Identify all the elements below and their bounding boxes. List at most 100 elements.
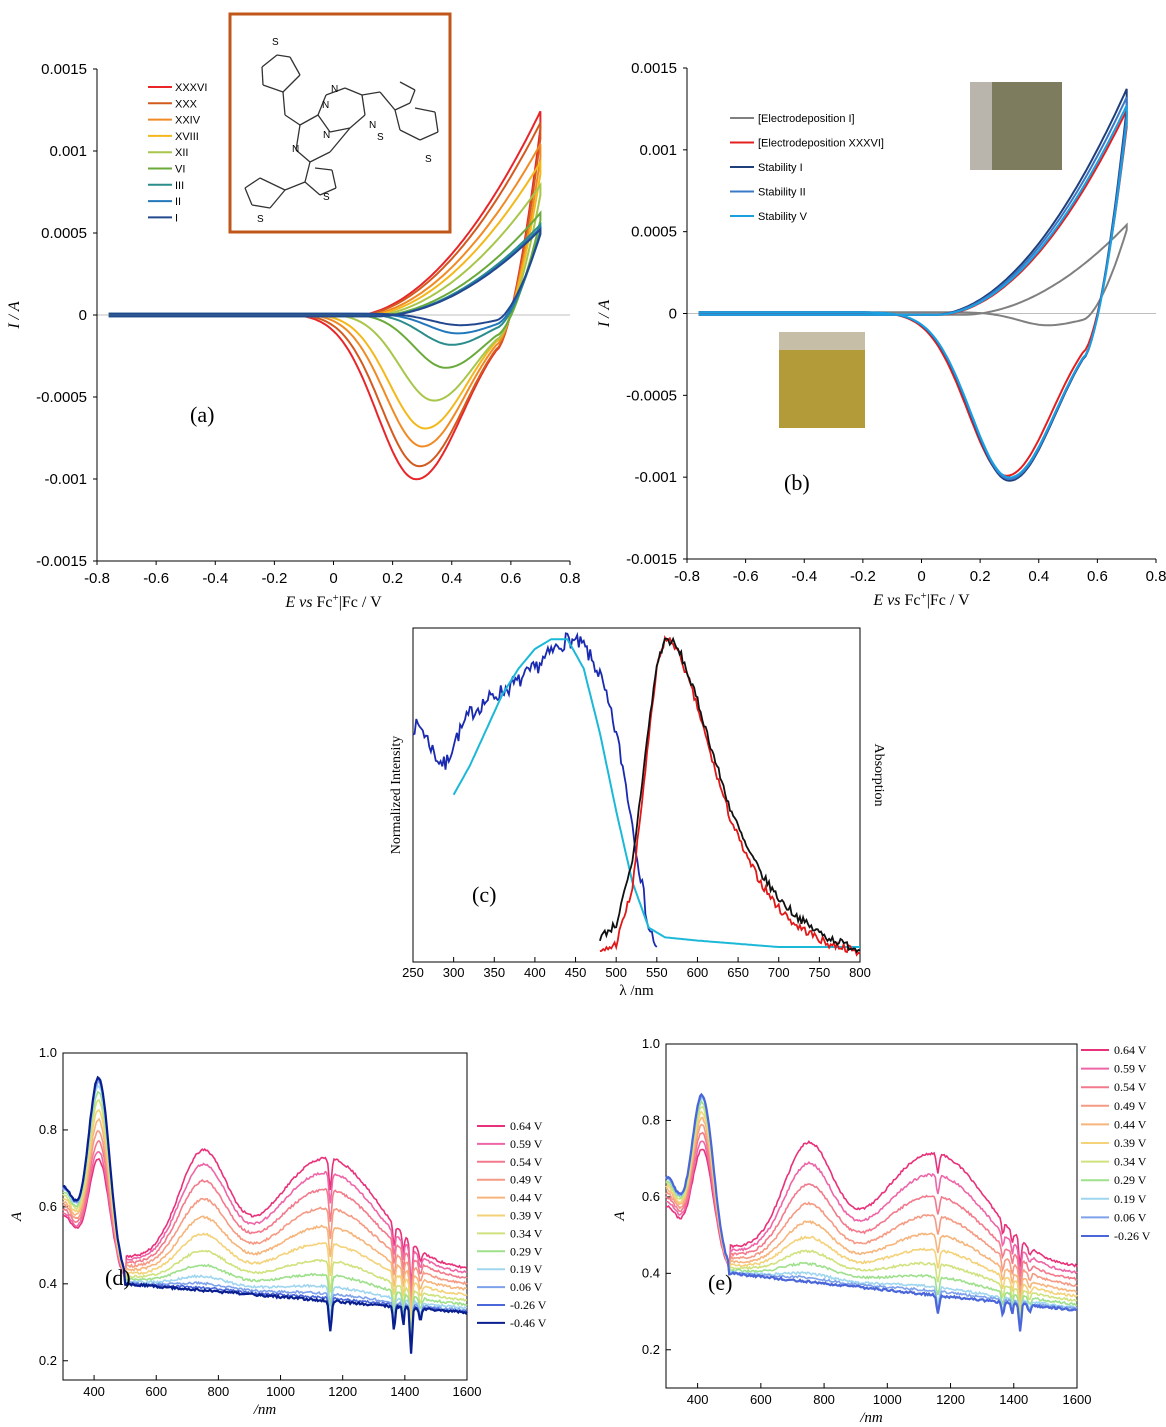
bond [309, 151, 331, 163]
y-tick-label: -0.0015 [626, 551, 677, 568]
x-tick-label: 400 [83, 1384, 105, 1399]
y-tick-label: 0.001 [639, 142, 677, 159]
bond [244, 177, 261, 189]
bond [344, 87, 363, 96]
cv-panel-b: 0.00150.0010.00050-0.0005-0.001-0.0015-0… [596, 60, 1166, 609]
bond [399, 81, 416, 91]
y-tick-label: 0.6 [642, 1189, 660, 1204]
y-tick-label: -0.001 [634, 469, 677, 486]
legend-label: 0.54 V [510, 1155, 543, 1169]
absorbance-line [665, 1140, 1078, 1277]
bond [409, 89, 416, 104]
legend-label: -0.46 V [510, 1316, 547, 1330]
legend-label: Stability II [758, 187, 806, 199]
x-tick-label: 0.8 [560, 570, 581, 587]
bond [284, 181, 306, 191]
x-tick-label: 800 [849, 965, 871, 980]
spectrum-line [599, 636, 861, 954]
x-tick-label: 1400 [390, 1384, 419, 1399]
x-tick-label: 1200 [936, 1392, 965, 1407]
bond [289, 56, 301, 76]
x-tick-label: 1000 [266, 1384, 295, 1399]
x-tick-label: 550 [646, 965, 668, 980]
bond [349, 114, 366, 129]
bond [304, 181, 321, 196]
x-axis-label: /nm [253, 1402, 277, 1418]
legend-label: VI [175, 164, 185, 176]
legend-label: XII [175, 147, 188, 159]
y-tick-label: -0.001 [44, 471, 87, 488]
x-tick-label: 650 [727, 965, 749, 980]
bond [299, 114, 319, 126]
absorbance-line [62, 1151, 468, 1296]
absorbance-line [62, 1117, 468, 1322]
x-tick-label: 1200 [328, 1384, 357, 1399]
spectrum-line [412, 631, 658, 948]
spectrum-line [452, 638, 860, 948]
panel-label-c: (c) [472, 882, 496, 907]
legend-label: 0.29 V [1114, 1173, 1147, 1187]
bond [361, 94, 366, 116]
y-tick-label: 0.0015 [41, 61, 87, 78]
bond [244, 187, 253, 206]
bond [276, 54, 291, 58]
y-tick-label: 0 [669, 306, 677, 323]
plot-frame [412, 627, 861, 963]
legend-label: 0.06 V [1114, 1210, 1147, 1224]
x-tick-label: -0.8 [84, 570, 110, 587]
x-tick-label: 0.6 [1087, 568, 1108, 585]
bond [419, 131, 439, 141]
absorbance-line [665, 1131, 1078, 1287]
y-axis-label: I / A [6, 301, 23, 329]
legend-label: 0.49 V [1114, 1099, 1147, 1113]
x-tick-label: -0.6 [733, 568, 759, 585]
x-tick-label: 0.2 [382, 570, 403, 587]
cv-series-line [698, 96, 1128, 481]
cv-series-line [698, 104, 1128, 479]
cv-series-line [108, 226, 542, 327]
panel-label-e: (e) [708, 1270, 732, 1295]
bond [394, 109, 401, 131]
absorbance-line [665, 1123, 1078, 1296]
x-axis-label: E vs Fc+|Fc / V [284, 592, 382, 611]
panel-label-b: (b) [784, 470, 810, 495]
bond [325, 87, 346, 96]
absorbance-line [62, 1075, 468, 1354]
x-tick-label: 0.4 [441, 570, 462, 587]
absorbance-line [62, 1084, 468, 1349]
y-tick-label: 0.2 [39, 1353, 57, 1368]
bond [282, 74, 301, 93]
x-tick-label: 1400 [999, 1392, 1028, 1407]
sulfur-atom: S [425, 154, 432, 165]
absorbance-line [665, 1110, 1078, 1312]
bond [261, 54, 278, 68]
x-tick-label: -0.2 [850, 568, 876, 585]
sulfur-atom: S [377, 132, 384, 143]
bond [261, 66, 264, 86]
bond [304, 161, 311, 183]
panel-label-d: (d) [105, 1265, 131, 1290]
bond [319, 187, 337, 196]
y-tick-label: 0.4 [39, 1276, 57, 1291]
x-tick-label: -0.4 [791, 568, 817, 585]
bond [314, 167, 333, 171]
legend-label: 0.44 V [510, 1191, 543, 1205]
panel-label-a: (a) [190, 402, 214, 427]
bond [331, 169, 337, 189]
legend-label: 0.64 V [510, 1119, 543, 1133]
x-tick-label: 700 [768, 965, 790, 980]
x-tick-label: 600 [687, 965, 709, 980]
x-axis-label: E vs Fc+|Fc / V [872, 590, 970, 609]
legend-label: 0.34 V [510, 1226, 543, 1240]
bond [282, 91, 286, 116]
legend-label: III [175, 180, 184, 192]
y-tick-label: 1.0 [642, 1036, 660, 1051]
x-tick-label: 0.2 [970, 568, 991, 585]
photo-background [779, 332, 865, 350]
legend-label: XVIII [175, 131, 199, 143]
x-tick-label: 0.8 [1146, 568, 1166, 585]
absorbance-line [665, 1099, 1078, 1324]
y-tick-label: -0.0015 [36, 553, 87, 570]
x-tick-label: 1000 [873, 1392, 902, 1407]
